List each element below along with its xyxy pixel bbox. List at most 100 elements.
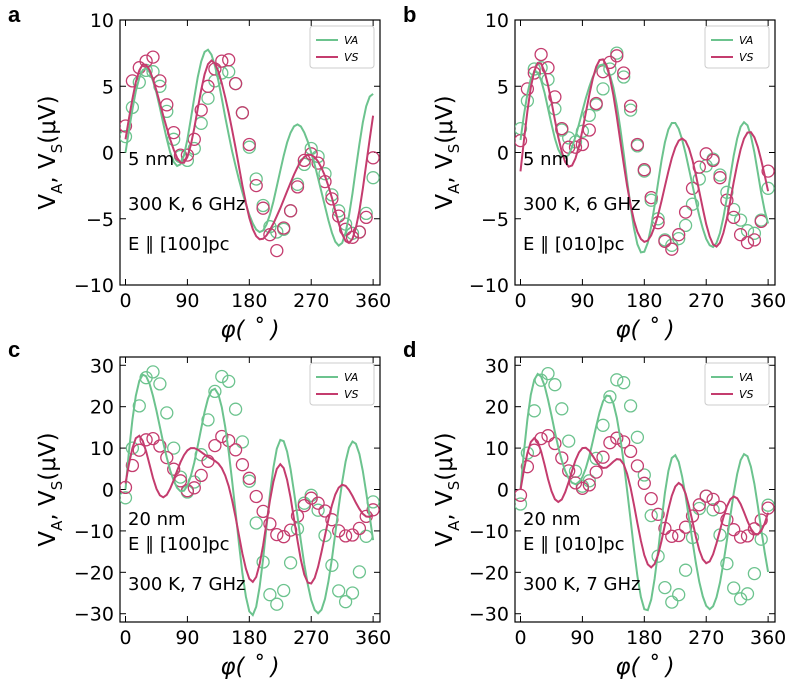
y-label-sep: , — [35, 169, 61, 184]
va-data-point — [672, 588, 686, 602]
va-data-point — [242, 140, 256, 154]
y-label-va: V — [432, 194, 458, 210]
va-data-point — [548, 102, 562, 116]
va-data-point — [692, 501, 706, 516]
vs-data-point — [311, 156, 325, 170]
vs-data-point — [215, 54, 229, 68]
vs-data-point — [589, 465, 603, 479]
vs-data-point — [761, 164, 775, 178]
y-tick-label: 0 — [497, 143, 509, 165]
y-tick-label: −30 — [469, 604, 509, 626]
y-tick-label: 20 — [90, 397, 114, 419]
vs-data-point — [311, 496, 325, 510]
vs-data-point — [644, 190, 658, 205]
x-tick-label: 360 — [355, 627, 391, 649]
x-tick-label: 90 — [570, 290, 594, 312]
vs-fit-line — [124, 59, 375, 245]
va-data-point — [256, 198, 270, 213]
legend-vs-label: VS — [739, 388, 754, 401]
annotation: 5 nm — [523, 149, 569, 170]
va-data-point — [242, 474, 256, 488]
panel-letter: c — [8, 337, 20, 362]
vs-data-point — [644, 491, 658, 506]
vs-data-point — [120, 119, 133, 133]
vs-data-point — [534, 47, 548, 62]
vs-data-point — [623, 444, 638, 459]
va-data-point — [222, 65, 236, 79]
va-data-point — [747, 226, 762, 240]
x-tick-label: 270 — [688, 290, 724, 312]
y-tick-label: 0 — [102, 143, 114, 165]
y-tick-label: −20 — [74, 562, 114, 584]
va-data-point — [332, 584, 346, 598]
vs-data-point — [332, 524, 346, 538]
va-data-point — [740, 587, 755, 601]
va-data-point — [761, 498, 775, 512]
annotation: E ∥ [010]pc — [523, 534, 625, 555]
va-data-point — [120, 129, 133, 144]
va-data-point — [270, 597, 284, 611]
va-data-point — [617, 376, 631, 390]
va-data-point — [733, 592, 748, 606]
va-data-point — [311, 503, 325, 517]
va-data-point — [685, 197, 700, 211]
y-axis-label: VA, VS(μV) — [35, 432, 66, 546]
y-tick-label: −10 — [469, 275, 509, 297]
panel-letter: b — [403, 2, 416, 27]
y-label-unit: (μV) — [35, 95, 61, 143]
vs-data-point — [304, 491, 318, 505]
legend-box — [309, 25, 375, 69]
vs-data-point — [527, 66, 541, 80]
legend-vs-label: VS — [344, 51, 359, 64]
vs-data-point — [610, 49, 624, 63]
y-tick-label: −30 — [74, 604, 114, 626]
y-tick-label: 5 — [497, 76, 509, 98]
va-data-point — [263, 588, 277, 602]
x-axis-label: φ( ˚ ) — [220, 316, 279, 343]
y-label-sub-a: A — [48, 183, 66, 194]
vs-data-point — [555, 451, 569, 465]
vs-data-point — [242, 137, 256, 152]
vs-data-point — [187, 132, 201, 146]
va-data-point — [582, 474, 596, 488]
va-data-point — [548, 378, 562, 392]
vs-data-point — [747, 233, 762, 247]
y-tick-label: 10 — [90, 10, 114, 32]
x-tick-label: 0 — [514, 627, 526, 649]
vs-data-point — [665, 529, 679, 543]
vs-data-point — [228, 76, 243, 91]
vs-data-point — [139, 433, 153, 447]
va-data-point — [582, 108, 596, 123]
x-tick-label: 90 — [570, 627, 594, 649]
va-data-point — [318, 528, 332, 543]
y-tick-label: 10 — [90, 438, 114, 460]
va-data-point — [318, 167, 332, 181]
vs-data-point — [359, 210, 373, 225]
x-tick-label: 180 — [626, 627, 662, 649]
y-tick-label: 30 — [90, 355, 114, 377]
legend: VA VS — [309, 25, 375, 69]
y-tick-label: 10 — [485, 438, 509, 460]
va-data-point — [194, 116, 208, 130]
annotation: 20 nm — [523, 509, 581, 530]
vs-data-point — [651, 507, 665, 521]
y-label-va: V — [432, 531, 458, 547]
y-tick-label: −5 — [86, 209, 114, 231]
vs-data-point — [242, 471, 256, 485]
vs-data-point — [146, 50, 160, 64]
va-data-point — [235, 435, 250, 449]
vs-data-point — [249, 178, 263, 193]
y-tick-label: 10 — [485, 10, 509, 32]
legend-box — [309, 362, 375, 406]
va-data-point — [623, 103, 638, 117]
vs-data-point — [352, 521, 367, 536]
x-axis-label: φ( ˚ ) — [615, 316, 674, 343]
vs-data-point — [596, 450, 610, 464]
y-tick-label: 0 — [102, 480, 114, 502]
va-data-point — [120, 491, 133, 505]
vs-data-point — [541, 429, 555, 443]
x-tick-label: 360 — [750, 290, 786, 312]
annotation: 300 K, 7 GHz — [523, 574, 640, 595]
y-tick-label: 20 — [485, 397, 509, 419]
